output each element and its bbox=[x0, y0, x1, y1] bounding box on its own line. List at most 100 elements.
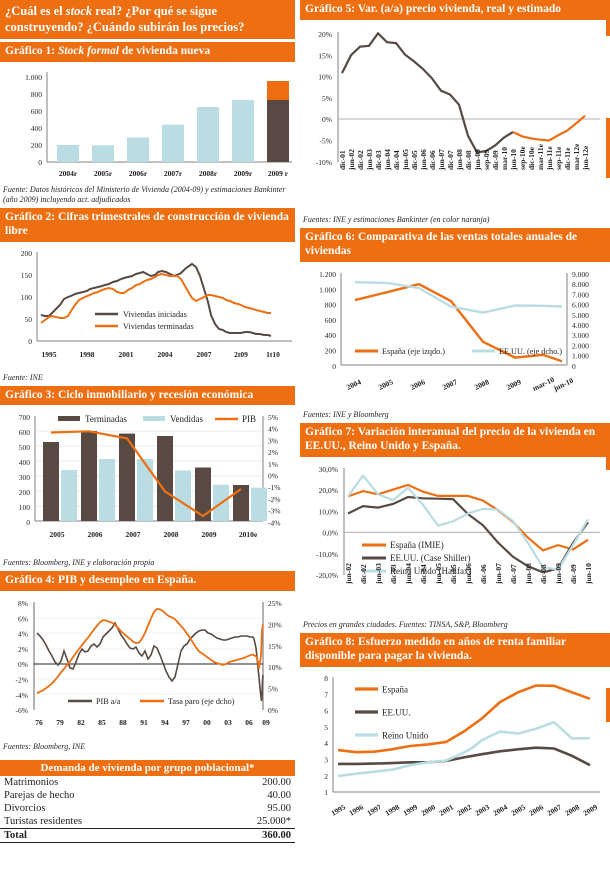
svg-text:-4%: -4% bbox=[268, 518, 281, 527]
svg-text:sep-10e: sep-10e bbox=[518, 145, 527, 169]
chart-4-title: Gráfico 4: PIB y desempleo en España. bbox=[0, 571, 295, 591]
svg-text:5%: 5% bbox=[322, 93, 332, 102]
svg-text:jun-03: jun-03 bbox=[374, 562, 383, 584]
svg-text:0%: 0% bbox=[322, 115, 332, 124]
chart-2-title: Gráfico 2: Cifras trimestrales de constr… bbox=[0, 207, 295, 242]
chart-6-line-eeuu bbox=[354, 280, 563, 314]
svg-text:600: 600 bbox=[31, 107, 43, 116]
table-row: Matrimonios 200.00 bbox=[0, 776, 295, 789]
chart-6: 1.200 1.000 800 600 400 200 0 9.000 8.00… bbox=[300, 264, 610, 409]
table-cell-value: 40.00 bbox=[267, 789, 291, 801]
svg-text:4%: 4% bbox=[18, 629, 28, 638]
svg-text:6: 6 bbox=[324, 706, 328, 715]
svg-text:dic-09: dic-09 bbox=[491, 150, 500, 170]
chart-4: 8% 6% 4% 2% 0% -2% -4% -6% 25% 20% 15% 1… bbox=[0, 593, 295, 741]
svg-text:2009: 2009 bbox=[505, 377, 523, 392]
svg-text:200: 200 bbox=[21, 249, 33, 258]
svg-text:2004: 2004 bbox=[158, 350, 173, 359]
svg-text:2001: 2001 bbox=[119, 350, 134, 359]
svg-text:mar-11e: mar-11e bbox=[536, 143, 545, 170]
svg-text:dic-07: dic-07 bbox=[446, 150, 455, 170]
svg-text:2007: 2007 bbox=[546, 802, 564, 817]
chart-6-y-axis-right: 9.000 8.000 7.000 6.000 5.000 4.000 3.00… bbox=[572, 270, 589, 371]
svg-text:1.200: 1.200 bbox=[319, 270, 336, 279]
svg-text:2: 2 bbox=[324, 771, 328, 780]
svg-text:1.000: 1.000 bbox=[319, 285, 336, 294]
chart-8: 8 7 6 5 4 3 2 1 España EE bbox=[300, 669, 610, 834]
chart-4-legend: PIB a/a Tasa paro (eje dcho) bbox=[68, 697, 235, 706]
svg-text:jun-02: jun-02 bbox=[344, 562, 353, 584]
svg-text:3%: 3% bbox=[268, 436, 278, 445]
svg-text:6.000: 6.000 bbox=[572, 300, 589, 309]
table-total-label: Total bbox=[0, 828, 199, 843]
svg-text:5: 5 bbox=[324, 722, 328, 731]
svg-text:2009: 2009 bbox=[202, 530, 217, 539]
svg-text:jun-09: jun-09 bbox=[554, 562, 563, 584]
svg-text:dic-07: dic-07 bbox=[509, 564, 518, 584]
chart-1-bars bbox=[57, 80, 289, 162]
chart-7-title: Gráfico 7: Variación interanual del prec… bbox=[300, 422, 610, 457]
svg-text:2009 r: 2009 r bbox=[268, 169, 289, 178]
svg-text:8.000: 8.000 bbox=[572, 280, 589, 289]
svg-text:2004: 2004 bbox=[345, 377, 363, 392]
chart-8-title: Gráfico 8: Esfuerzo medido en años de re… bbox=[300, 632, 610, 667]
svg-text:09: 09 bbox=[262, 718, 270, 727]
svg-text:jun-08: jun-08 bbox=[524, 562, 533, 584]
chart-8-line-espana bbox=[337, 683, 591, 754]
svg-text:200: 200 bbox=[19, 488, 31, 497]
table-cell-value: 95.00 bbox=[267, 802, 291, 814]
svg-text:2006: 2006 bbox=[409, 377, 427, 392]
svg-text:1998: 1998 bbox=[384, 802, 402, 817]
svg-text:10%: 10% bbox=[268, 663, 282, 672]
chart-6-y-axis-left: 1.200 1.000 800 600 400 200 0 bbox=[319, 270, 336, 371]
svg-text:2008: 2008 bbox=[473, 377, 491, 392]
svg-text:jun-09: jun-09 bbox=[473, 148, 482, 170]
chart-2-line-iniciadas bbox=[40, 262, 272, 337]
svg-text:dic-06: dic-06 bbox=[428, 150, 437, 170]
table-cell-label: Matrimonios bbox=[4, 776, 59, 788]
svg-text:25%: 25% bbox=[268, 599, 282, 608]
svg-text:800: 800 bbox=[325, 300, 337, 309]
chart-8-line-eeuu bbox=[338, 745, 591, 766]
svg-text:100: 100 bbox=[21, 293, 33, 302]
svg-text:jun-06: jun-06 bbox=[419, 148, 428, 170]
svg-text:0: 0 bbox=[28, 337, 32, 346]
svg-text:20%: 20% bbox=[318, 30, 332, 39]
svg-text:-1%: -1% bbox=[268, 483, 281, 492]
svg-text:-10%: -10% bbox=[316, 157, 332, 166]
svg-text:150: 150 bbox=[21, 271, 33, 280]
svg-text:1999: 1999 bbox=[402, 802, 420, 817]
table-row: Turistas residentes 25.000* bbox=[0, 814, 295, 829]
svg-text:-2%: -2% bbox=[16, 675, 29, 684]
svg-text:20,0%: 20,0% bbox=[319, 486, 338, 495]
svg-text:0%: 0% bbox=[268, 472, 278, 481]
svg-text:2%: 2% bbox=[268, 448, 278, 457]
svg-text:3.000: 3.000 bbox=[572, 331, 589, 340]
chart-7-y-axis: 30,0% 20,0% 10,0% 0,0% -10,0% -20,0% bbox=[316, 465, 338, 580]
svg-text:00: 00 bbox=[203, 718, 211, 727]
svg-text:2003: 2003 bbox=[474, 802, 492, 817]
svg-text:-3%: -3% bbox=[268, 507, 281, 516]
chart-3-source: Fuentes: Bloomberg, INE y elaboración pr… bbox=[3, 558, 155, 567]
svg-text:300: 300 bbox=[19, 473, 31, 482]
chart-2-x-labels: 1995 1998 2001 2004 2007 2t09 1t10 bbox=[42, 350, 281, 359]
svg-text:91: 91 bbox=[140, 718, 148, 727]
edge-rail-2 bbox=[606, 118, 610, 178]
svg-text:mar-12e: mar-12e bbox=[572, 142, 581, 169]
svg-text:jun-10: jun-10 bbox=[509, 148, 518, 170]
svg-text:1995: 1995 bbox=[42, 350, 57, 359]
svg-text:2005: 2005 bbox=[50, 530, 65, 539]
svg-text:-6%: -6% bbox=[16, 706, 29, 715]
svg-text:Reino Unido: Reino Unido bbox=[382, 730, 429, 740]
svg-text:jun-04: jun-04 bbox=[383, 148, 392, 170]
svg-text:15%: 15% bbox=[318, 51, 332, 60]
table-cell-value: 200.00 bbox=[262, 776, 291, 788]
svg-text:2008: 2008 bbox=[564, 802, 582, 817]
svg-text:2005: 2005 bbox=[510, 802, 528, 817]
svg-text:1998: 1998 bbox=[80, 350, 95, 359]
table-cell-label: Divorcios bbox=[4, 802, 46, 814]
svg-text:10,0%: 10,0% bbox=[319, 507, 338, 516]
chart-4-y-axis-right: 25% 20% 15% 10% 5% 0% bbox=[268, 599, 282, 715]
chart-1-y-axis: 1.000 800 600 400 200 0 bbox=[25, 73, 42, 167]
chart-2-source: Fuente: INE bbox=[3, 372, 43, 382]
